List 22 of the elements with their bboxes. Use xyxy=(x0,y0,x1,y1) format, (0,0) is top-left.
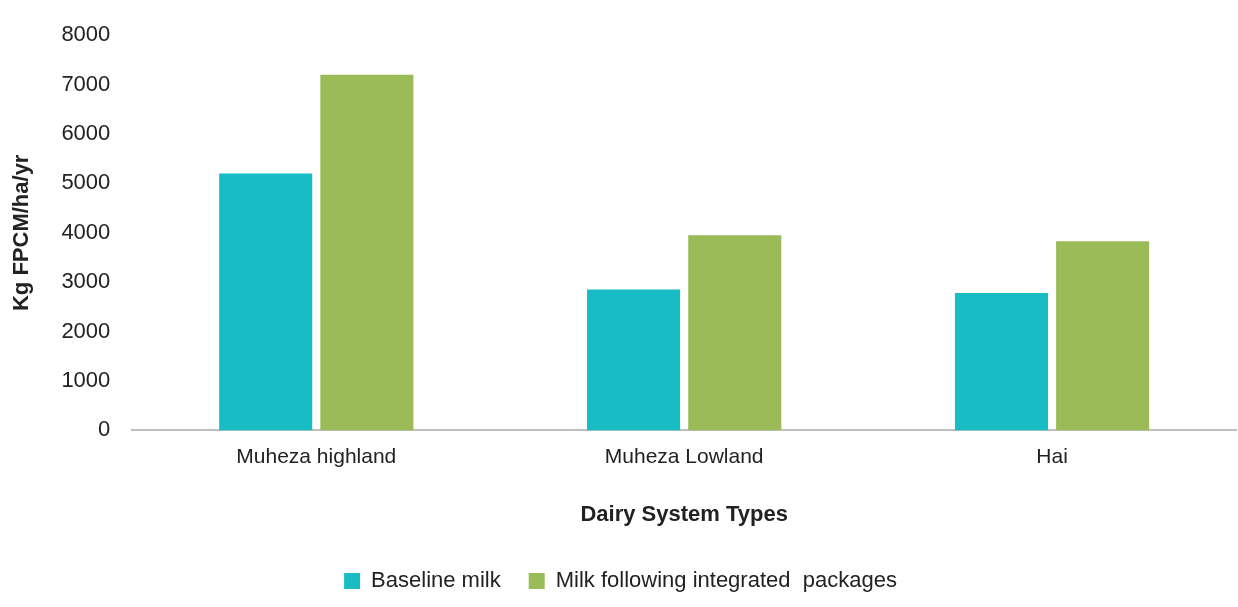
bar xyxy=(219,173,313,431)
y-tick-label: 8000 xyxy=(61,21,111,47)
bar xyxy=(954,293,1049,431)
x-tick-label: Hai xyxy=(1036,443,1068,467)
legend-label: Milk following integrated packages xyxy=(555,567,897,593)
y-tick-label: 3000 xyxy=(61,268,111,294)
x-axis-title: Dairy System Types xyxy=(580,500,788,526)
y-tick-label: 1000 xyxy=(61,367,111,393)
y-tick-label: 5000 xyxy=(61,169,111,195)
bar xyxy=(688,235,782,431)
y-tick-label: 6000 xyxy=(61,120,111,146)
y-tick-label: 7000 xyxy=(61,70,111,96)
legend-label: Baseline milk xyxy=(371,567,502,593)
bar xyxy=(320,74,414,431)
y-axis-title: Kg FPCM/ha/yr xyxy=(8,154,34,312)
y-tick-label: 4000 xyxy=(61,218,111,244)
bar xyxy=(587,289,681,431)
x-tick-label: Muheza highland xyxy=(236,443,397,467)
y-tick-label: 0 xyxy=(98,416,111,442)
y-tick-label: 2000 xyxy=(61,317,111,343)
x-tick-label: Muheza Lowland xyxy=(604,443,764,467)
bar xyxy=(1056,241,1150,431)
